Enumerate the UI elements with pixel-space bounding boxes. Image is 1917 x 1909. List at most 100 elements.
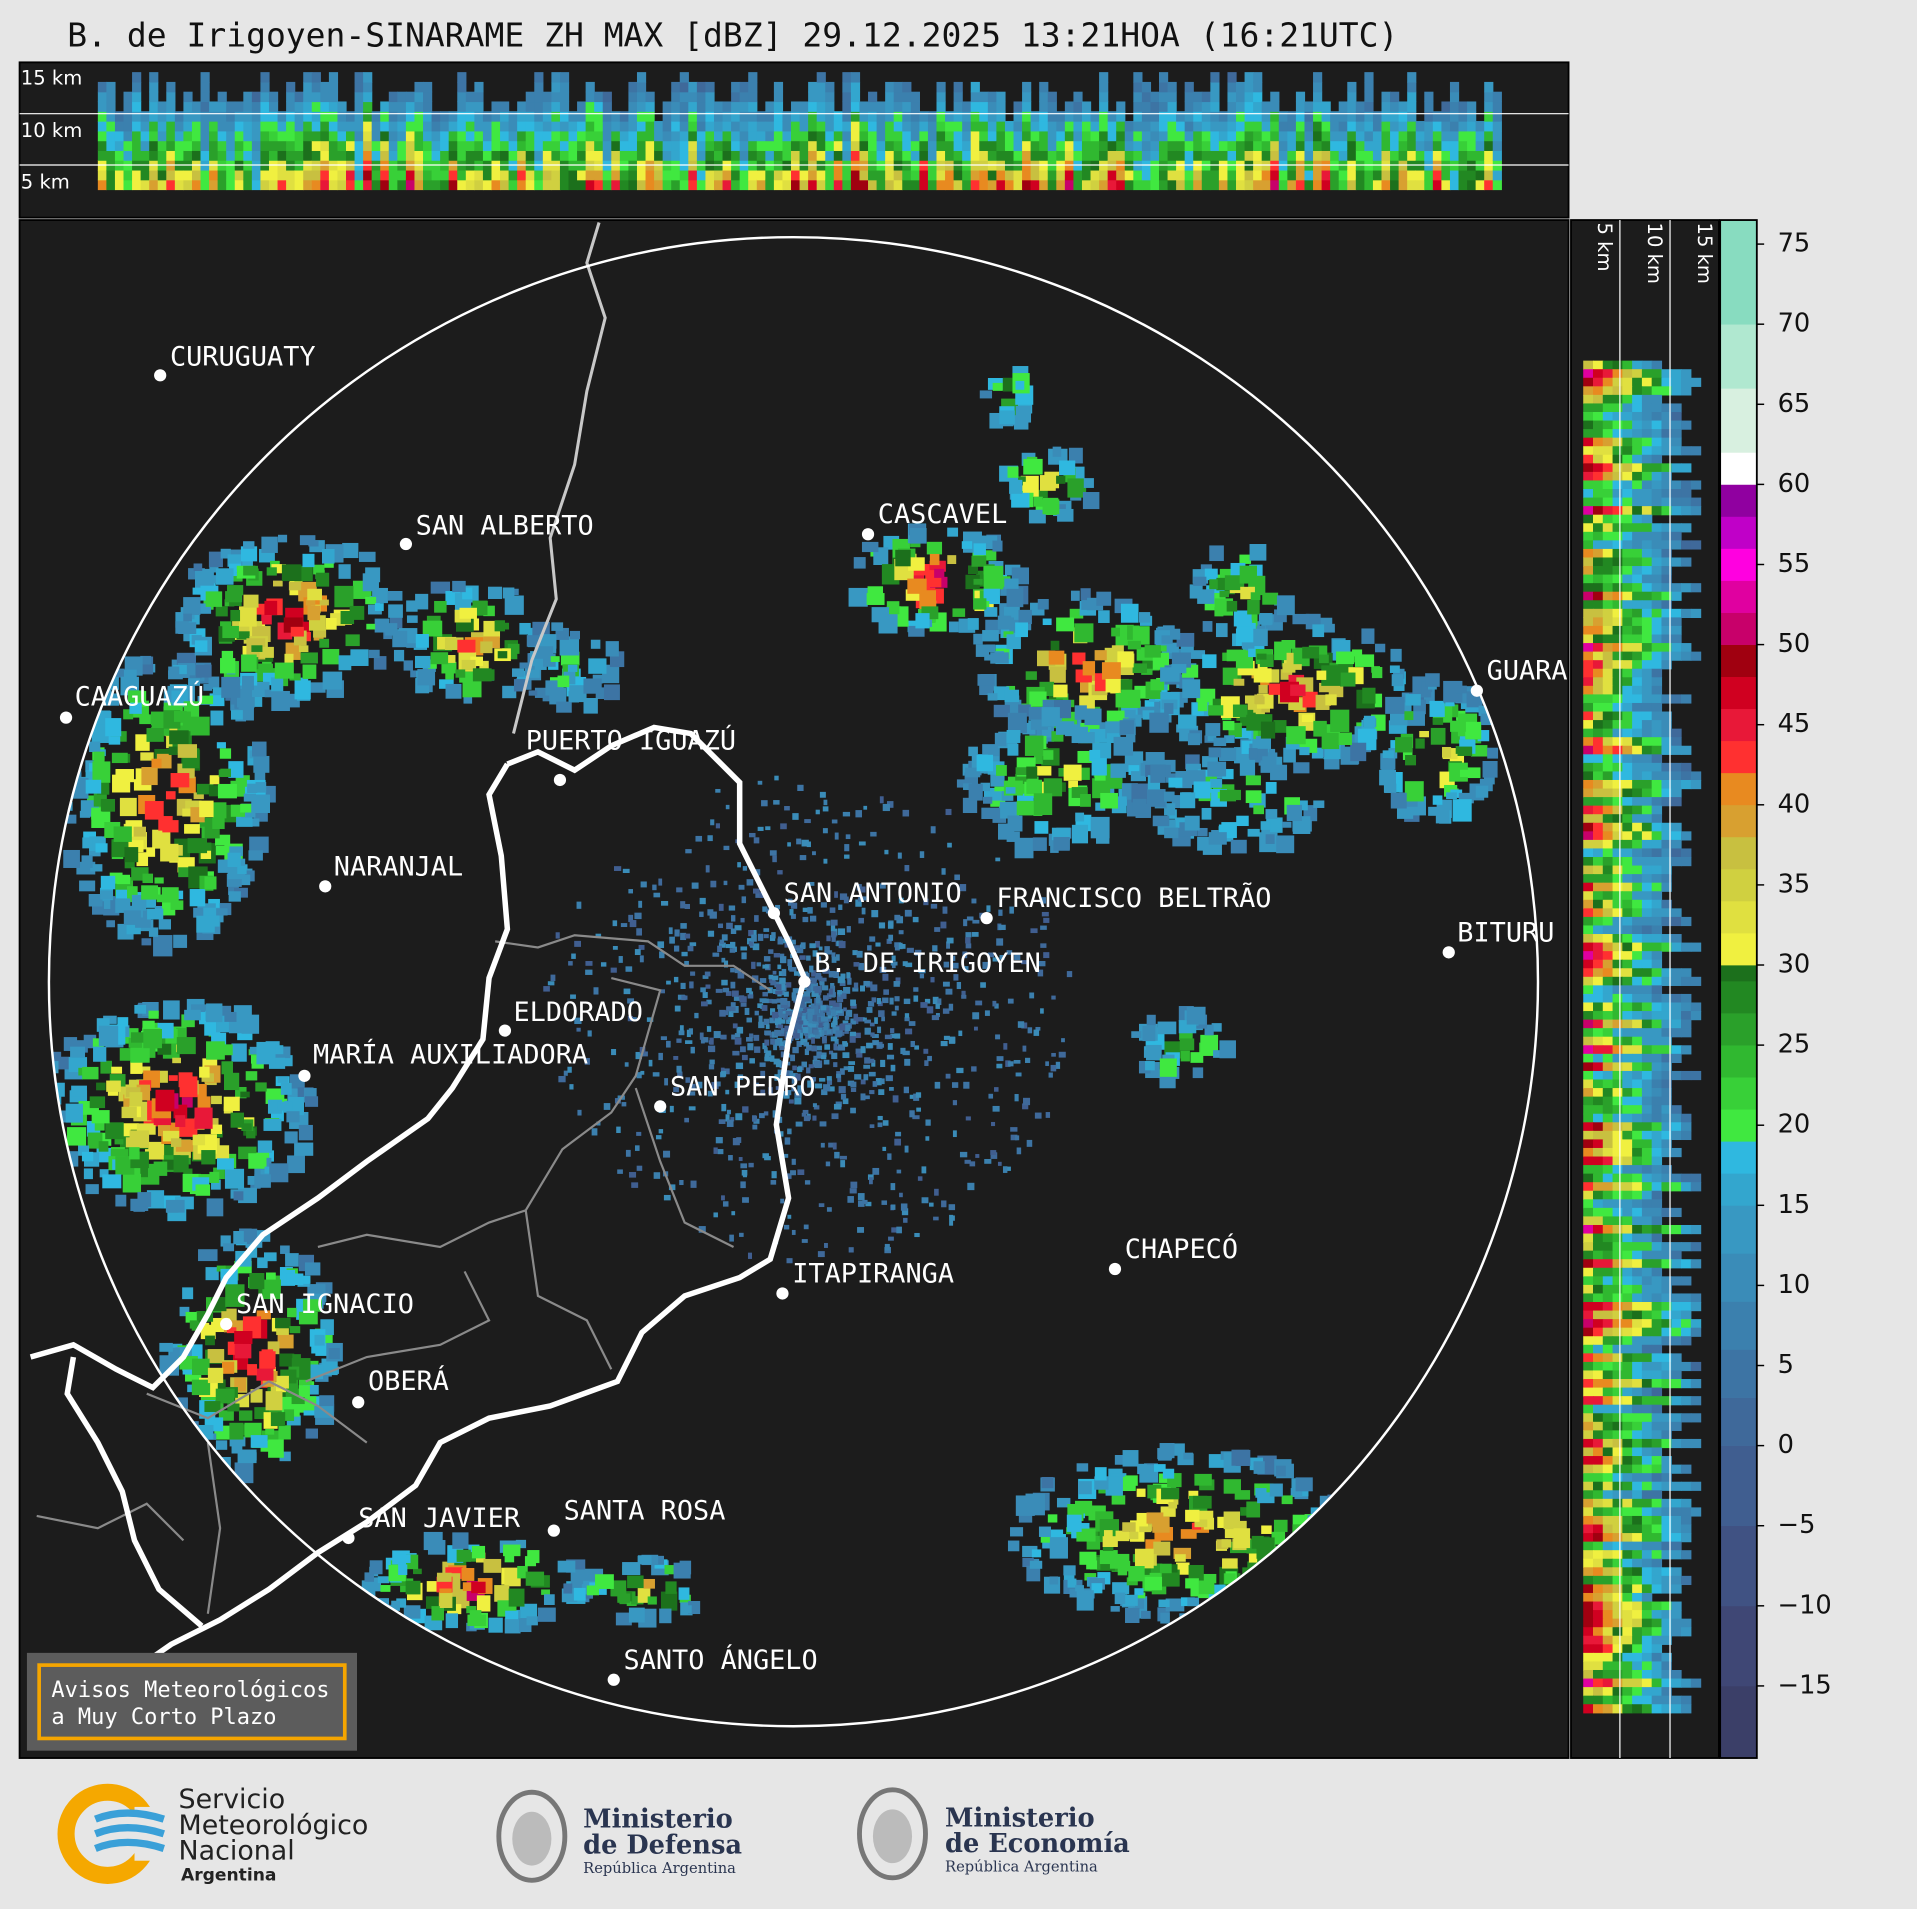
echo xyxy=(1133,179,1143,191)
echo xyxy=(1073,121,1083,132)
echo xyxy=(1290,684,1306,696)
echo xyxy=(213,845,227,856)
echo xyxy=(193,563,203,572)
echo xyxy=(1201,807,1212,820)
clutter xyxy=(731,1211,736,1216)
echo xyxy=(739,140,749,151)
echo xyxy=(1398,130,1408,142)
echo xyxy=(1038,1526,1052,1537)
echo xyxy=(1099,91,1109,103)
clutter xyxy=(904,909,912,917)
echo xyxy=(97,897,111,909)
echo xyxy=(1114,1454,1124,1465)
echo xyxy=(1110,763,1126,778)
echo xyxy=(885,121,895,132)
echo xyxy=(1146,1512,1164,1524)
echo xyxy=(1258,684,1268,694)
echo xyxy=(440,179,450,191)
echo xyxy=(1022,91,1032,103)
echo xyxy=(1484,121,1494,132)
echo xyxy=(953,130,963,142)
echo xyxy=(1081,179,1092,191)
echo xyxy=(311,91,321,103)
echo xyxy=(188,678,200,686)
echo xyxy=(448,179,458,191)
echo xyxy=(859,169,869,181)
clutter xyxy=(844,854,850,859)
echo xyxy=(568,121,578,132)
echo xyxy=(526,1616,538,1626)
echo xyxy=(294,111,304,122)
echo xyxy=(979,150,989,161)
echo xyxy=(876,179,886,191)
echo xyxy=(363,169,373,181)
clutter xyxy=(753,1034,760,1041)
clutter xyxy=(878,1010,885,1018)
echo xyxy=(527,1550,540,1564)
echo xyxy=(893,179,903,191)
echo xyxy=(207,1367,224,1384)
echo xyxy=(748,179,758,191)
echo xyxy=(109,872,123,884)
echo xyxy=(1362,687,1376,704)
echo xyxy=(705,121,715,132)
echo xyxy=(1253,140,1263,151)
echo xyxy=(1218,111,1229,122)
echo xyxy=(157,111,167,122)
echo xyxy=(508,150,518,161)
echo xyxy=(183,101,193,112)
echo xyxy=(1407,121,1417,132)
echo xyxy=(397,1554,411,1563)
echo xyxy=(471,1545,486,1559)
echo xyxy=(1248,748,1258,759)
echo xyxy=(319,638,330,648)
echo xyxy=(517,121,527,132)
echo xyxy=(1304,150,1314,161)
echo xyxy=(1338,732,1352,746)
echo xyxy=(975,644,990,657)
echo xyxy=(1116,130,1126,142)
echo xyxy=(316,572,330,587)
echo xyxy=(1218,140,1229,151)
echo xyxy=(1202,654,1217,669)
echo xyxy=(585,81,595,93)
echo xyxy=(1070,590,1080,601)
echo xyxy=(1262,592,1279,605)
echo xyxy=(1107,130,1117,142)
echo xyxy=(423,179,433,191)
echo xyxy=(1292,613,1310,625)
echo xyxy=(979,101,989,112)
clutter xyxy=(996,1063,1003,1069)
echo xyxy=(1261,1525,1272,1534)
echo xyxy=(1161,642,1179,654)
echo xyxy=(654,130,664,142)
echo xyxy=(222,625,239,639)
echo xyxy=(1176,111,1186,122)
clutter xyxy=(823,1059,830,1065)
echo xyxy=(268,140,279,151)
clutter xyxy=(690,971,696,976)
echo xyxy=(508,111,518,122)
echo xyxy=(431,111,441,122)
echo xyxy=(1047,111,1057,122)
echo xyxy=(1064,130,1075,142)
echo xyxy=(908,557,925,571)
echo xyxy=(346,130,356,142)
echo xyxy=(157,140,167,151)
echo xyxy=(405,121,416,132)
echo xyxy=(1330,179,1340,191)
echo xyxy=(850,91,861,103)
echo xyxy=(1111,1495,1126,1505)
echo xyxy=(534,72,544,83)
echo xyxy=(1244,150,1254,161)
echo xyxy=(132,111,142,122)
echo xyxy=(1492,150,1502,161)
echo xyxy=(1432,179,1443,191)
echo xyxy=(119,797,137,817)
clutter xyxy=(830,925,836,932)
echo xyxy=(585,101,595,112)
echo xyxy=(1355,169,1365,181)
echo xyxy=(1475,140,1485,151)
echo xyxy=(979,91,989,103)
echo xyxy=(226,169,236,181)
